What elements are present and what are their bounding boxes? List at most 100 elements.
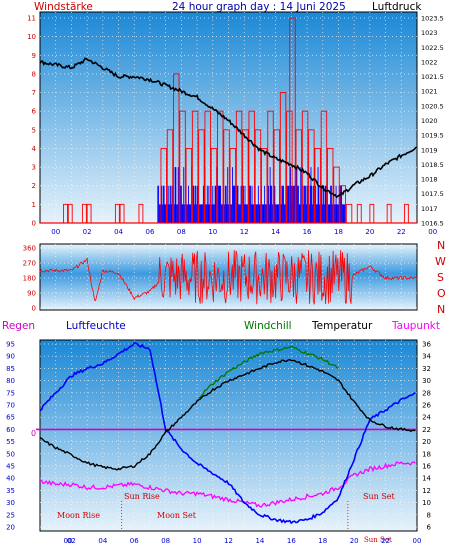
pressure-axis-tick: 1021.5 bbox=[421, 73, 444, 81]
pressure-axis-tick: 1020 bbox=[421, 117, 438, 125]
temperature-axis-tick: 34 bbox=[422, 353, 431, 361]
humidity-axis-tick: 80 bbox=[6, 377, 15, 385]
wind-x-tick: 08 bbox=[177, 228, 186, 236]
dewpoint-legend: Taupunkt bbox=[392, 320, 440, 332]
pressure-axis-tick: 1017.5 bbox=[421, 190, 444, 198]
wind-title-label: Windstärke bbox=[34, 1, 93, 13]
rain-legend: Regen bbox=[2, 320, 36, 332]
sun-set-time-label: Sun Set bbox=[364, 536, 392, 544]
direction-axis-tick: 360 bbox=[23, 245, 36, 253]
pressure-axis-tick: 1022 bbox=[421, 58, 438, 66]
temperature-axis-tick: 30 bbox=[422, 377, 431, 385]
humidity-axis-tick: 20 bbox=[6, 524, 15, 532]
wind-axis-tick: 4 bbox=[32, 145, 37, 153]
temperature-axis-tick: 12 bbox=[422, 487, 431, 495]
wind-x-tick: 18 bbox=[334, 228, 343, 236]
wind-axis-tick: 0 bbox=[32, 220, 36, 228]
pressure-axis-tick: 1021 bbox=[421, 88, 438, 96]
wind-x-tick: 10 bbox=[208, 228, 217, 236]
pressure-title-label: Luftdruck bbox=[372, 1, 422, 13]
pressure-axis-tick: 1019 bbox=[421, 146, 438, 154]
humidity-axis-tick: 50 bbox=[6, 450, 15, 458]
lower-x-tick: 22 bbox=[381, 537, 390, 545]
temperature-axis-tick: 22 bbox=[422, 426, 431, 434]
wind-x-tick: 00 bbox=[428, 228, 437, 236]
temperature-axis-tick: 32 bbox=[422, 365, 431, 373]
wind-x-tick: 00 bbox=[51, 228, 60, 236]
wind-panel-background bbox=[39, 11, 418, 224]
pressure-axis-tick: 1019.5 bbox=[421, 132, 444, 140]
cardinal-o: O bbox=[437, 287, 446, 300]
temperature-axis-tick: 10 bbox=[422, 499, 431, 507]
humidity-axis-tick: 90 bbox=[6, 353, 15, 361]
lower-x-tick: 08 bbox=[161, 537, 170, 545]
cardinal-n-top: N bbox=[437, 239, 446, 252]
lower-x-tick: 00 bbox=[64, 537, 73, 545]
wind-x-tick: 12 bbox=[240, 228, 249, 236]
humidity-axis-tick: 65 bbox=[6, 414, 15, 422]
humidity-axis-tick: 55 bbox=[6, 438, 15, 446]
wind-x-tick: 06 bbox=[145, 228, 154, 236]
humidity-axis-tick: 40 bbox=[6, 475, 15, 483]
cardinal-w: W bbox=[435, 255, 446, 268]
wind-x-tick: 14 bbox=[271, 228, 280, 236]
sun-set-label: Sun Set bbox=[363, 492, 395, 501]
lower-x-tick: 12 bbox=[224, 537, 233, 545]
sun-rise-label: Sun Rise bbox=[124, 492, 160, 501]
pressure-axis-tick: 1018 bbox=[421, 176, 438, 184]
lower-x-tick: 14 bbox=[255, 537, 264, 545]
humidity-axis-tick: 45 bbox=[6, 463, 15, 471]
pressure-line bbox=[39, 57, 418, 199]
lower-x-tick: 02 bbox=[67, 537, 76, 545]
humidity-axis-tick: 25 bbox=[6, 511, 15, 519]
temperature-legend: Temperatur bbox=[312, 320, 373, 332]
temperature-line bbox=[39, 358, 416, 471]
wind-axis-tick: 10 bbox=[27, 33, 36, 41]
pressure-axis-tick: 1020.5 bbox=[421, 102, 444, 110]
humidity-axis-tick: 60 bbox=[6, 426, 15, 434]
windchill-legend: Windchill bbox=[244, 320, 292, 332]
temperature-axis-tick: 8 bbox=[427, 511, 431, 519]
humidity-axis-tick: 75 bbox=[6, 389, 15, 397]
wind-x-tick: 22 bbox=[397, 228, 406, 236]
pressure-axis-tick: 1023.5 bbox=[421, 15, 444, 23]
wind-x-tick: 20 bbox=[365, 228, 374, 236]
temperature-axis-tick: 18 bbox=[422, 450, 431, 458]
wind-axis-tick: 9 bbox=[32, 52, 36, 60]
direction-axis-tick: 270 bbox=[23, 260, 36, 268]
cardinal-s: S bbox=[437, 271, 444, 284]
direction-axis-tick: 90 bbox=[27, 290, 36, 298]
temperature-axis-tick: 14 bbox=[422, 475, 431, 483]
temperature-axis-tick: 16 bbox=[422, 463, 431, 471]
direction-axis-tick: 0 bbox=[32, 305, 36, 313]
lower-x-tick: 06 bbox=[130, 537, 139, 545]
wind-axis-tick: 7 bbox=[32, 89, 36, 97]
lower-x-tick: 16 bbox=[287, 537, 296, 545]
wind-direction-line bbox=[39, 250, 418, 305]
pressure-axis-tick: 1016.5 bbox=[421, 220, 444, 228]
rain-zero-label: 0 bbox=[31, 429, 37, 438]
wind-x-tick: 04 bbox=[114, 228, 123, 236]
temperature-axis-tick: 24 bbox=[422, 414, 431, 422]
moon-set-label: Moon Set bbox=[157, 511, 196, 520]
wind-axis-tick: 6 bbox=[32, 108, 37, 116]
humidity-axis-tick: 95 bbox=[6, 341, 15, 349]
wind-axis-tick: 2 bbox=[32, 182, 36, 190]
moon-rise-label: Moon Rise bbox=[57, 511, 100, 520]
wind-axis-tick: 3 bbox=[32, 164, 36, 172]
temperature-axis-tick: 20 bbox=[422, 438, 431, 446]
wind-axis-tick: 5 bbox=[32, 126, 36, 134]
lower-x-tick: 10 bbox=[193, 537, 202, 545]
lower-x-tick: 00 bbox=[413, 537, 422, 545]
wind-axis-tick: 8 bbox=[32, 70, 36, 78]
pressure-axis-tick: 1022.5 bbox=[421, 44, 444, 52]
pressure-axis-tick: 1018.5 bbox=[421, 161, 444, 169]
temperature-axis-tick: 36 bbox=[422, 341, 431, 349]
dewpoint-line bbox=[39, 461, 416, 508]
wind-x-tick: 02 bbox=[83, 228, 92, 236]
cardinal-n-bottom: N bbox=[437, 303, 446, 316]
windchill-line bbox=[198, 345, 339, 399]
wind-axis-tick: 11 bbox=[27, 15, 36, 23]
pressure-axis-tick: 1017 bbox=[421, 205, 438, 213]
